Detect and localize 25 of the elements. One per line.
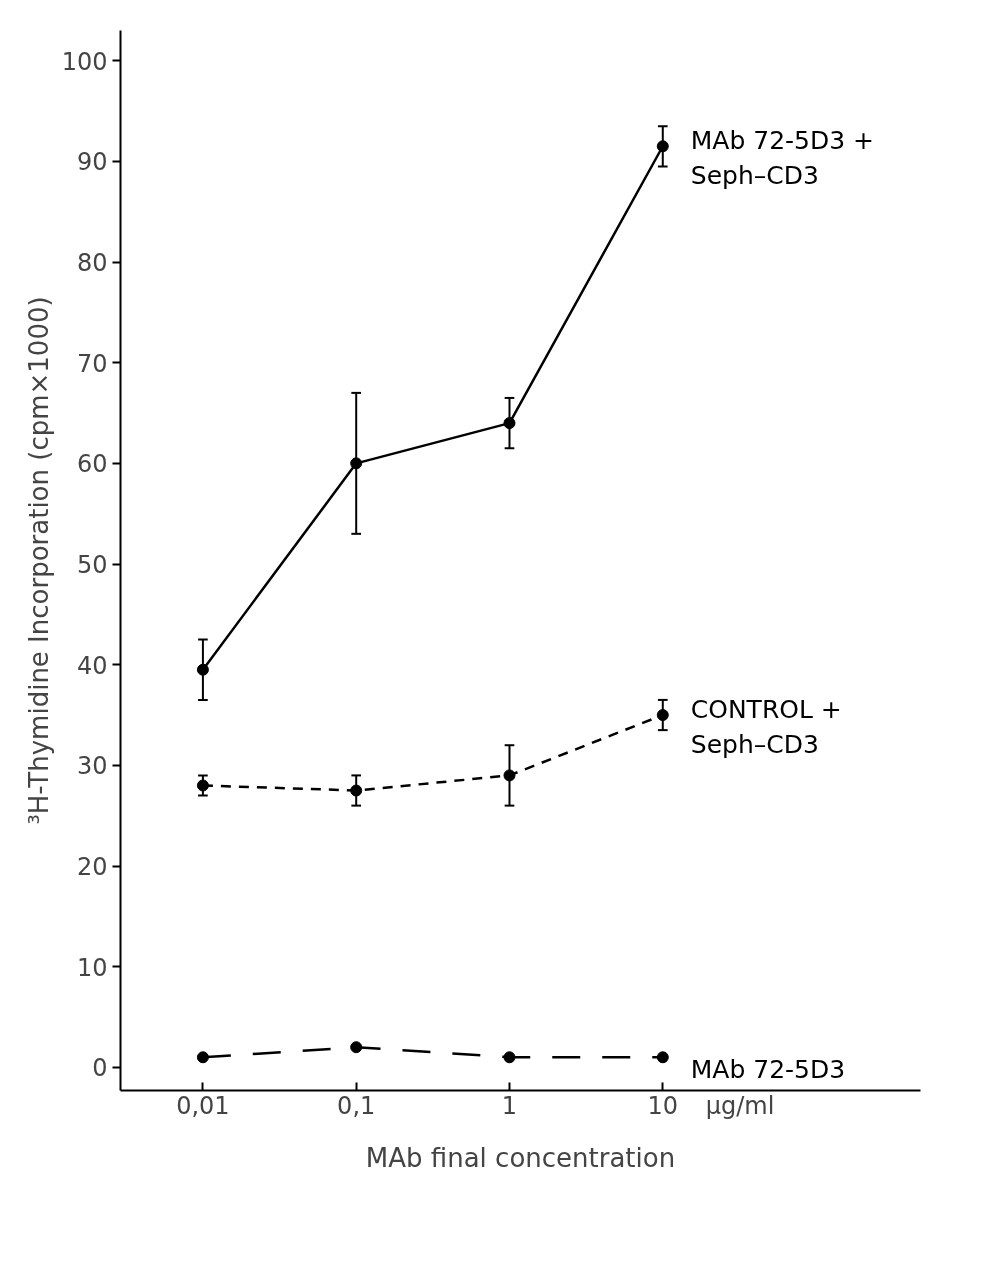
y-tick-label: 20 [76, 853, 108, 882]
y-tick-label: 10 [76, 953, 108, 982]
series-label: MAb 72-5D3 [690, 1054, 846, 1084]
x-tick-label: 0,1 [337, 1091, 376, 1120]
point [503, 1051, 516, 1064]
x-axis-title: MAb final concentration [365, 1142, 676, 1173]
x-tick-label: 10 [647, 1091, 679, 1120]
y-tick-label: 40 [76, 651, 108, 680]
x-tick-label: 0,01 [176, 1091, 230, 1120]
y-tick-label: 90 [76, 148, 108, 177]
y-tick-label: 80 [76, 249, 108, 278]
y-tick-label: 30 [76, 752, 108, 781]
x-tick-label: 1 [501, 1091, 518, 1120]
point [196, 1051, 209, 1064]
y-tick-label: 70 [76, 349, 108, 378]
series-label: CONTROL + Seph–CD3 [690, 695, 842, 759]
point [350, 1041, 363, 1054]
text: µg/ml [705, 1091, 775, 1120]
point [656, 1051, 669, 1064]
series-label: MAb 72-5D3 + Seph–CD3 [690, 126, 875, 191]
y-tick-label: 0 [92, 1054, 108, 1083]
y-tick-label: 60 [76, 450, 108, 479]
y-axis-title: ³H-Thymidine Incorporation (cpm×1000) [23, 296, 54, 825]
y-tick-label: 50 [76, 551, 108, 580]
y-tick-label: 100 [61, 47, 108, 76]
